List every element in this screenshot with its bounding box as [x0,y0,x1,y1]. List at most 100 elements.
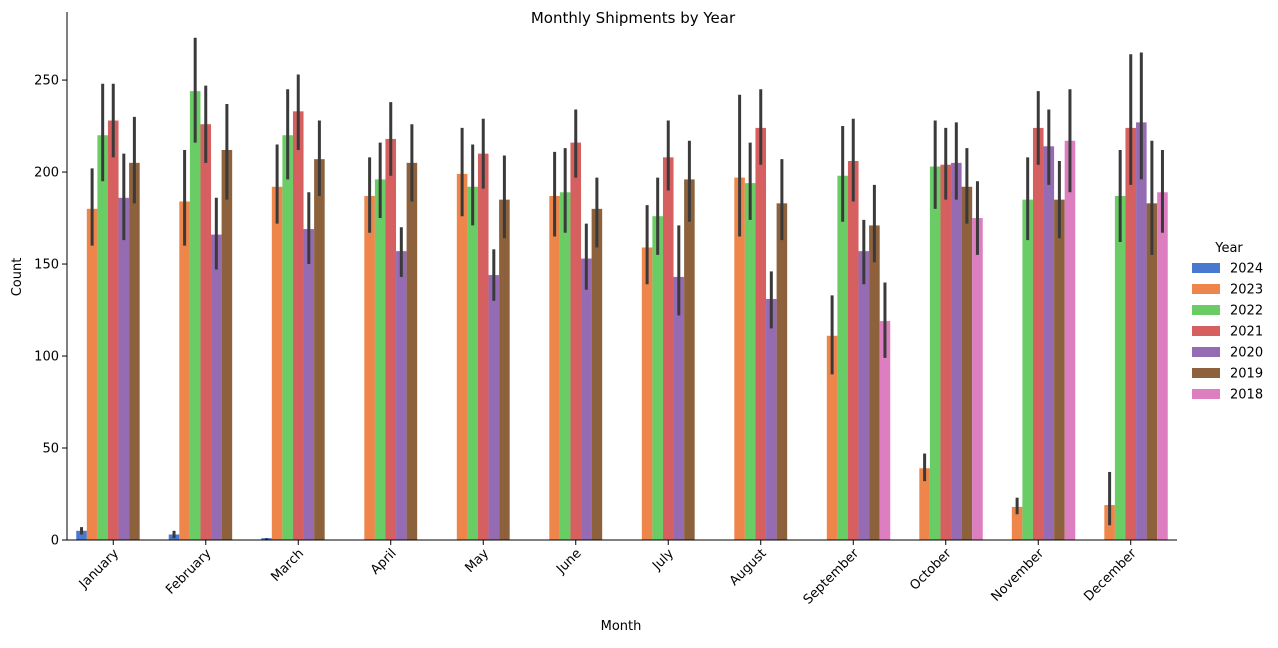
bar-2020-april [396,251,407,540]
bar-2020-november [1043,146,1055,541]
bar-2021-march [292,111,304,540]
bar-2020-january [118,197,130,540]
legend-swatch-2023 [1192,284,1220,294]
bar-2022-october [929,166,941,541]
bar-2023-november [1011,506,1023,540]
bar-2022-august [744,183,756,540]
bars-layer [76,91,1168,541]
y-tick-label: 50 [42,442,59,457]
legend-label-2019: 2019 [1230,367,1263,382]
legend-title: Year [1214,241,1243,256]
bar-2022-february [189,91,201,541]
x-tick-label-march: March [268,546,307,585]
legend-swatch-2024 [1192,263,1220,273]
bar-2023-june [549,195,560,540]
bar-2022-december [1114,195,1126,540]
x-tick-label-april: April [368,546,400,578]
bar-2019-december [1146,203,1158,540]
bar-2020-february [211,234,222,541]
x-tick-label-february: February [163,546,215,598]
bar-2018-november [1064,140,1076,540]
bar-2020-august [766,299,777,540]
bar-2020-october [951,162,962,541]
bar-2019-june [591,208,603,540]
bar-2021-november [1032,127,1044,541]
bar-2019-april [406,162,418,541]
legend-swatch-2019 [1192,368,1220,378]
bar-2021-february [200,124,212,540]
x-tick-label-july: July [649,546,677,574]
legend-label-2023: 2023 [1230,283,1263,298]
bar-2021-january [107,120,119,540]
bar-2023-april [364,195,375,540]
legend-label-2024: 2024 [1230,262,1263,277]
bar-2019-may [499,199,510,540]
y-tick-label: 200 [34,166,59,181]
bar-2022-july [652,216,663,540]
legend: Year 2024 2023 2022 2021 2020 2019 2018 [1192,241,1263,403]
y-tick-label: 150 [34,258,59,273]
bar-2021-september [847,161,859,540]
bar-2022-april [374,179,386,540]
bar-2019-september [869,225,880,540]
error-bars-layer [80,37,1164,540]
legend-label-2018: 2018 [1230,388,1263,403]
x-tick-label-october: October [907,546,955,594]
bar-2019-february [221,149,233,541]
bar-2023-august [734,177,745,540]
bar-2023-february [179,201,190,541]
bar-2021-december [1125,127,1137,541]
x-tick-label-september: September [801,546,863,608]
bar-2020-september [858,251,870,540]
bar-2023-may [456,173,468,540]
bar-2022-november [1022,199,1033,540]
bar-2020-may [488,275,500,540]
bar-2023-october [919,468,930,540]
bar-2022-january [97,135,108,540]
bar-2022-september [837,175,848,541]
bar-2020-december [1136,122,1147,540]
bar-2020-june [581,258,592,540]
bar-2019-march [314,159,325,540]
x-tick-label-december: December [1081,546,1140,605]
legend-label-2021: 2021 [1230,325,1263,340]
legend-label-2022: 2022 [1230,304,1263,319]
bar-2022-may [467,186,478,540]
bar-2022-march [282,135,293,540]
x-tick-label-november: November [989,546,1048,605]
x-tick-label-august: August [727,546,770,589]
bar-2018-december [1157,192,1168,541]
y-tick-label: 0 [51,534,59,549]
bar-2019-july [684,179,695,540]
bar-2019-august [776,203,788,540]
chart-title: Monthly Shipments by Year [531,9,736,27]
legend-swatch-2018 [1192,389,1220,399]
bar-2022-june [559,192,571,541]
bar-2021-april [385,138,397,540]
bar-2019-october [961,186,973,540]
legend-swatch-2021 [1192,326,1220,336]
bar-2021-october [940,164,952,540]
legend-swatch-2020 [1192,347,1220,357]
bar-2024-january [76,530,87,540]
bar-2020-march [303,229,315,540]
y-tick-label: 250 [34,74,59,89]
x-axis-title: Month [601,619,642,634]
bar-2019-january [129,162,140,541]
legend-swatch-2022 [1192,305,1220,315]
bar-2023-january [86,208,98,540]
bar-2023-september [826,335,838,540]
bar-2019-november [1054,199,1065,540]
bar-2021-july [662,157,674,540]
bar-2021-june [570,142,582,540]
x-tick-label-may: May [462,546,492,576]
y-axis-title: Count [10,258,25,297]
bar-2018-september [879,321,891,540]
bar-2020-july [673,276,685,540]
bar-2021-may [477,153,489,540]
y-tick-label: 100 [34,350,59,365]
bar-2023-july [641,247,653,541]
bar-2018-october [972,218,983,541]
